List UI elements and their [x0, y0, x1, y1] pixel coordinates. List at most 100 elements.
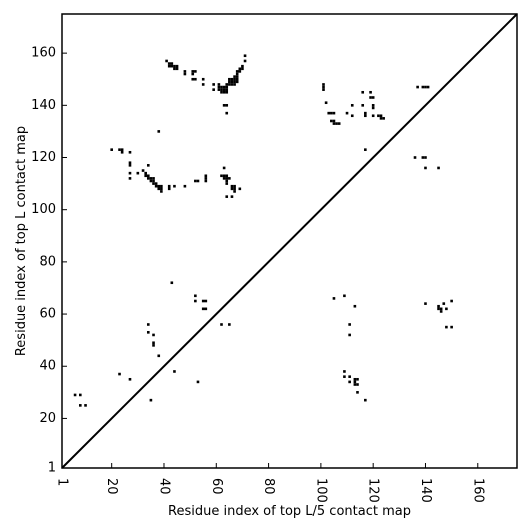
- contact-point: [364, 111, 367, 115]
- contact-point: [424, 302, 427, 305]
- contact-point: [220, 88, 223, 91]
- contact-point: [371, 96, 375, 99]
- contact-point: [235, 75, 239, 78]
- y-tick-label: 1: [48, 461, 56, 476]
- contact-point: [167, 64, 171, 68]
- contact-point: [167, 184, 171, 188]
- contact-point: [332, 297, 336, 300]
- contact-marks: [73, 54, 453, 407]
- contact-point: [196, 380, 200, 384]
- contact-point: [220, 323, 223, 326]
- contact-point: [437, 304, 440, 308]
- contact-point: [191, 77, 195, 81]
- contact-point: [230, 80, 234, 84]
- contact-point: [228, 77, 231, 81]
- contact-point: [225, 83, 229, 86]
- contact-point: [149, 179, 153, 183]
- contact-point: [233, 83, 236, 86]
- contact-point: [413, 156, 417, 159]
- x-tick-label: 20: [104, 478, 119, 495]
- contact-point: [152, 179, 155, 183]
- contact-point: [332, 122, 336, 125]
- contact-point: [201, 83, 205, 86]
- contact-point: [233, 190, 236, 193]
- contact-point: [243, 59, 247, 63]
- contact-point: [220, 85, 223, 89]
- contact-point: [144, 174, 147, 178]
- contact-point: [442, 302, 446, 305]
- contact-point: [416, 85, 419, 89]
- contact-point: [445, 307, 448, 311]
- contact-point: [322, 83, 325, 86]
- contact-point: [128, 177, 132, 180]
- contact-point: [120, 148, 124, 151]
- contact-point: [424, 85, 427, 89]
- contact-point: [233, 184, 236, 188]
- contact-point: [228, 80, 231, 84]
- contact-point: [439, 307, 443, 311]
- contact-point: [204, 177, 208, 180]
- contact-point: [225, 111, 229, 115]
- x-tick-label: 160: [470, 478, 485, 503]
- contact-point: [222, 166, 226, 170]
- contact-point: [243, 54, 247, 58]
- contact-point: [230, 184, 234, 188]
- contact-point: [348, 375, 351, 378]
- contact-point: [233, 77, 236, 81]
- contact-point: [348, 380, 351, 384]
- contact-point: [136, 171, 140, 175]
- contact-point: [235, 77, 239, 81]
- contact-point: [424, 156, 427, 159]
- x-tick-label: 120: [366, 478, 381, 503]
- contact-point: [324, 101, 328, 105]
- contact-point: [152, 341, 155, 345]
- contact-point: [128, 164, 132, 167]
- contact-point: [230, 187, 234, 191]
- contact-point: [222, 104, 226, 107]
- x-axis-label: Residue index of top L/5 contact map: [168, 504, 411, 519]
- contact-point: [230, 83, 234, 86]
- contact-point: [225, 179, 229, 183]
- contact-point: [222, 90, 226, 94]
- contact-point: [167, 187, 171, 191]
- contact-point: [445, 325, 448, 329]
- contact-point: [110, 148, 113, 151]
- x-tick-label: 100: [313, 478, 328, 503]
- contact-point: [220, 90, 223, 94]
- contact-point: [356, 383, 359, 386]
- contact-point: [173, 67, 176, 71]
- contact-point: [204, 299, 208, 303]
- contact-point: [225, 90, 229, 94]
- contact-point: [128, 150, 132, 154]
- contact-point: [194, 70, 197, 73]
- contact-point: [160, 190, 163, 193]
- contact-point: [183, 184, 187, 188]
- contact-point: [235, 70, 239, 73]
- contact-point: [128, 377, 132, 381]
- y-tick-label: 100: [31, 202, 56, 217]
- x-axis-ticks: 1 20 40 60 80 100 120 140 160: [55, 463, 485, 503]
- contact-point: [149, 177, 153, 180]
- contact-point: [146, 177, 150, 180]
- x-tick-label: 1: [55, 478, 70, 486]
- contact-point: [154, 182, 158, 185]
- contact-point: [450, 299, 453, 303]
- contact-point: [152, 333, 155, 337]
- contact-point: [241, 67, 244, 71]
- y-tick-label: 140: [31, 98, 56, 113]
- contact-point: [217, 85, 221, 89]
- contact-point: [361, 90, 365, 94]
- y-tick-label: 40: [39, 359, 56, 374]
- contact-point: [238, 70, 242, 73]
- contact-point: [175, 67, 179, 71]
- contact-point: [361, 104, 365, 107]
- contact-point: [379, 114, 383, 118]
- contact-point: [364, 114, 367, 118]
- contact-point: [233, 75, 236, 78]
- contact-point: [165, 59, 168, 63]
- contact-point: [79, 393, 82, 397]
- contact-point: [225, 177, 229, 180]
- contact-point: [371, 114, 375, 118]
- contact-point: [228, 83, 231, 86]
